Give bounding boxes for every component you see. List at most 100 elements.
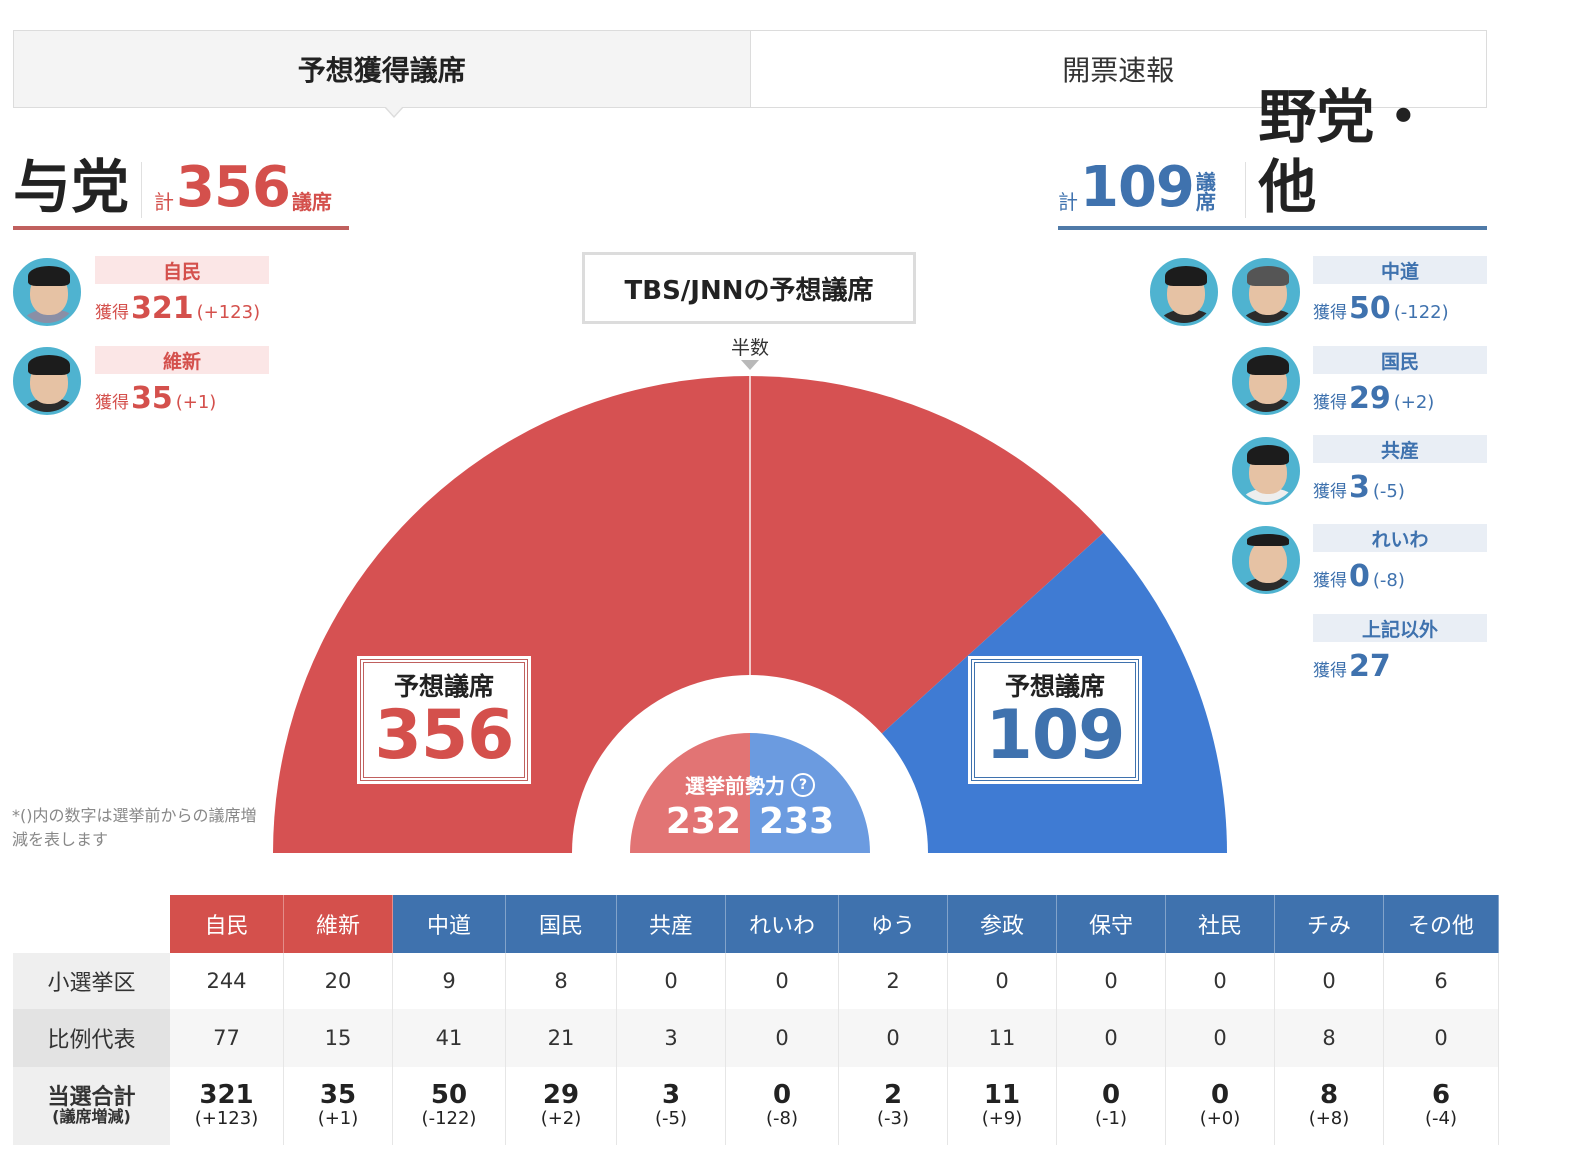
total-value: 29 [542,1080,580,1110]
majority-arrow-icon [741,360,759,370]
table-cell: 11 (+9) [947,1067,1057,1145]
table-header-row: 自民 維新 中道 国民 共産 れいわ ゆう 参政 保守 社民 チみ その他 [13,895,1499,953]
table-cell: 0 [1165,1009,1275,1067]
table-cell: 321 (+123) [170,1067,284,1145]
table-cell: 0 [1056,1009,1166,1067]
gain-label: 獲得 [95,393,129,413]
pre-election-label: 選挙前勢力 [685,774,785,798]
change-value: (+0) [1199,1108,1241,1129]
col-header: 自民 [170,895,284,953]
gain-label: 獲得 [1313,482,1347,502]
change-value: (-3) [877,1108,909,1129]
avatar-chudo-leader-1 [1150,258,1218,326]
party-label-kyosan: 共産 [1313,435,1487,463]
party-label-reiwa: れいわ [1313,524,1487,552]
tab-vote-count-flash[interactable]: 開票速報 [750,31,1486,107]
party-gain-chudo: 獲得 50 (-122) [1313,294,1449,324]
opposition-total: 計 109 議席 [1058,160,1233,226]
table-cell: 0 (-8) [725,1067,839,1145]
table-cell: 0 [947,953,1057,1009]
opposition-seat-box: 予想議席 109 [968,656,1142,784]
gain-value: 321 [131,291,194,326]
table-cell: 244 [170,953,284,1009]
divider [141,162,143,218]
tab-label: 開票速報 [1062,54,1175,87]
change-value: (+1) [317,1108,359,1129]
table-cell: 50 (-122) [392,1067,506,1145]
total-value: 35 [319,1080,357,1110]
col-header: 参政 [947,895,1057,953]
table-cell: 3 [616,1009,726,1067]
gain-diff: (-5) [1372,481,1405,502]
change-value: (-5) [655,1108,687,1129]
party-gain-reiwa: 獲得 0 (-8) [1313,562,1405,592]
gain-value: 0 [1349,559,1370,594]
total-value: 8 [1319,1080,1339,1110]
gain-label: 獲得 [1313,571,1347,591]
table-cell: 0 [616,953,726,1009]
change-value: (-8) [766,1108,798,1129]
active-tab-pointer [384,106,404,118]
change-value: (+2) [540,1108,582,1129]
gain-diff: (+1) [175,392,217,413]
ruling-total: 計 356 議席 [154,160,332,226]
ruling-seat-box: 予想議席 356 [357,656,531,784]
gain-diff: (+123) [196,302,261,323]
total-value: 6 [1431,1080,1451,1110]
avatar-chudo-leader-2 [1232,258,1300,326]
gain-value: 27 [1349,649,1391,684]
gain-diff: (+2) [1393,392,1435,413]
total-unit: 議席 [1195,170,1216,214]
table-cell: 2 [838,953,948,1009]
table-cell: 15 [283,1009,393,1067]
change-value: (-122) [421,1108,477,1129]
footnote: *()内の数字は選挙前からの議席増減を表します [12,806,257,849]
table-cell: 11 [947,1009,1057,1067]
gain-label: 獲得 [1313,661,1347,681]
gain-value: 3 [1349,470,1370,505]
avatar-jimin-leader [13,258,81,326]
avatar-reiwa-leader [1232,526,1300,594]
change-value: (+9) [981,1108,1023,1129]
table-cell: 3 (-5) [616,1067,726,1145]
pre-election-opposition-value: 233 [759,801,835,842]
total-value: 0 [772,1080,792,1110]
party-gain-jimin: 獲得 321 (+123) [95,294,260,324]
gain-diff: (-122) [1393,302,1449,323]
seat-semicircle-chart [273,376,1227,853]
results-table: 自民 維新 中道 国民 共産 れいわ ゆう 参政 保守 社民 チみ その他 小選… [13,895,1499,1145]
table-cell: 0 (+0) [1165,1067,1275,1145]
table-corner [13,895,170,953]
party-gain-others: 獲得 27 [1313,652,1391,682]
col-header: 共産 [616,895,726,953]
col-header: 国民 [505,895,617,953]
table-cell: 2 (-3) [838,1067,948,1145]
table-cell: 6 [1383,953,1499,1009]
help-icon[interactable]: ? [791,772,815,797]
tab-label: 予想獲得議席 [297,54,466,87]
table-cell: 8 (+8) [1274,1067,1384,1145]
table-cell: 0 [725,953,839,1009]
tab-projected-seats[interactable]: 予想獲得議席 [14,31,751,118]
table-cell: 77 [170,1009,284,1067]
party-label-ishin: 維新 [95,346,269,374]
gain-diff: (-8) [1372,570,1405,591]
col-header: 中道 [392,895,506,953]
total-prefix: 計 [154,190,175,214]
gain-value: 29 [1349,381,1391,416]
table-cell: 21 [505,1009,617,1067]
total-value: 0 [1101,1080,1121,1110]
table-cell: 0 [1383,1009,1499,1067]
table-cell: 20 [283,953,393,1009]
seat-box-value: 356 [374,696,515,775]
total-prefix: 計 [1058,190,1078,214]
row-header: 比例代表 [13,1009,170,1067]
col-header: その他 [1383,895,1499,953]
change-value: (+123) [194,1108,259,1129]
ruling-bloc-name: 与党 [13,153,130,221]
gain-label: 獲得 [1313,393,1347,413]
row-header: 小選挙区 [13,953,170,1009]
table-row: 比例代表 77 15 41 21 3 0 0 11 0 0 8 0 [13,1009,1499,1067]
table-cell: 0 [1274,953,1384,1009]
table-cell: 0 [838,1009,948,1067]
